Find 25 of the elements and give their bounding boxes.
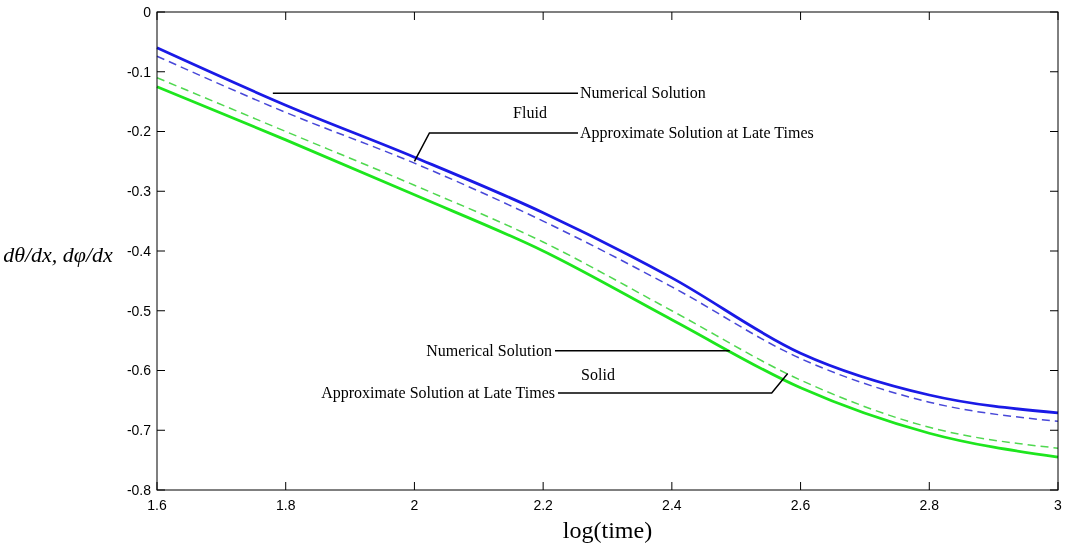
x-tick-label: 1.8 [275,497,296,513]
x-axis-title: log(time) [562,517,653,543]
y-tick-label: -0.3 [126,183,152,200]
y-tick-label: 0 [143,3,152,20]
x-tick-label: 2.8 [919,497,940,513]
annotation: Approximate Solution at Late Times [321,384,555,402]
annotation: Fluid [513,104,547,121]
x-tick-label: 1.6 [147,497,167,513]
y-tick-label: -0.5 [126,302,152,319]
y-tick-label: -0.1 [126,63,152,80]
y-tick-label: -0.4 [126,242,152,259]
y-tick-label: -0.8 [126,481,152,498]
annotation: Approximate Solution at Late Times [580,124,814,142]
x-tick-label: 3 [1054,497,1063,513]
x-tick-label: 2.4 [662,497,682,513]
annotation: Numerical Solution [426,341,552,359]
x-tick-label: 2 [410,497,419,513]
x-tick-label: 2.2 [533,497,554,513]
x-tick-label: 2.6 [790,497,811,513]
annotation: Numerical Solution [580,84,706,102]
annotation: Solid [581,366,615,383]
y-tick-label: -0.6 [126,362,152,379]
y-axis-title: dθ/dx, dφ/dx [3,242,114,267]
y-tick-label: -0.7 [126,422,152,439]
y-tick-label: -0.2 [126,123,152,140]
